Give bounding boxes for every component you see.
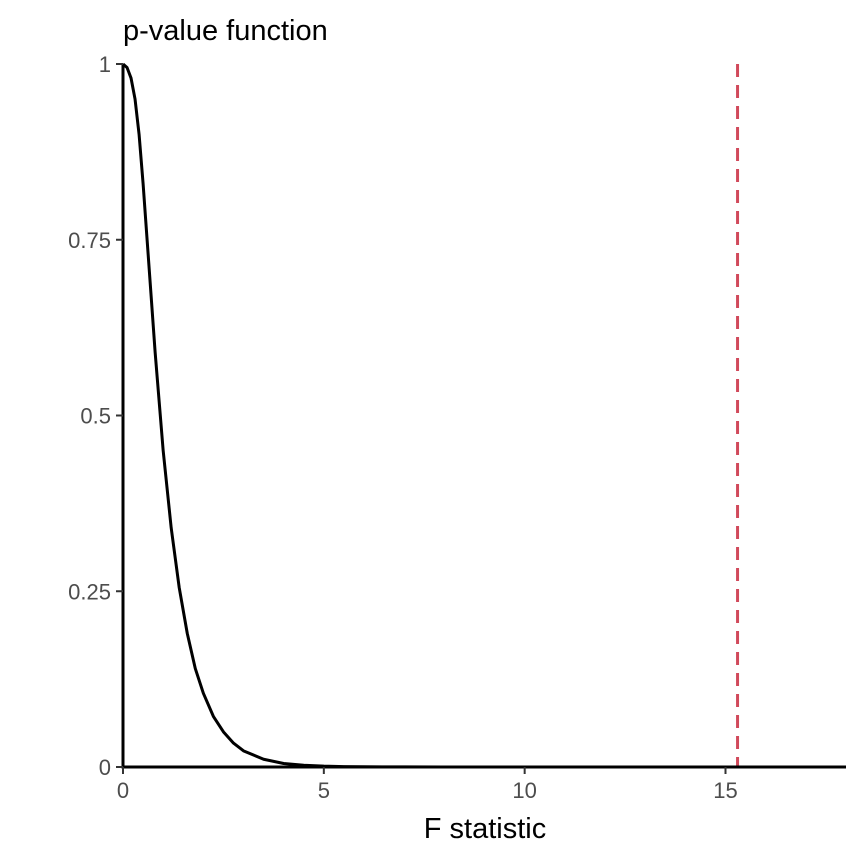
x-axis-title: F statistic [424, 813, 546, 845]
y-tick-label: 1 [99, 52, 111, 77]
x-tick-label: 5 [318, 778, 330, 803]
axes: 0 5 10 15 0 0.25 0.5 0.75 1 [68, 52, 846, 803]
y-tick-label: 0.25 [68, 579, 111, 604]
y-tick-label: 0.5 [80, 404, 111, 429]
x-tick-label: 0 [117, 778, 129, 803]
chart-title: p-value function [123, 15, 328, 47]
x-tick-label: 10 [512, 778, 536, 803]
y-tick-label: 0 [99, 755, 111, 780]
plot-area [122, 62, 846, 769]
y-tick-label: 0.75 [68, 228, 111, 253]
x-tick-label: 15 [713, 778, 737, 803]
